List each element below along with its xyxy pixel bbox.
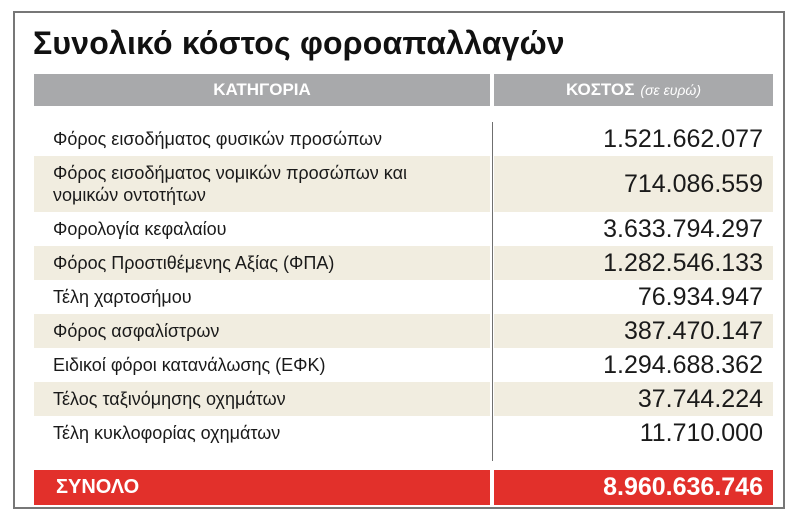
row-cost: 387.470.147 <box>494 314 773 348</box>
total-row: ΣΥΝΟΛΟ 8.960.636.746 <box>34 470 773 505</box>
table-row: Φόρος ασφαλίστρων 387.470.147 <box>34 314 773 348</box>
row-category: Φόρος Προστιθέμενης Αξίας (ΦΠΑ) <box>34 246 490 280</box>
row-cost: 3.633.794.297 <box>603 214 763 243</box>
total-cost: 8.960.636.746 <box>494 470 773 505</box>
row-category: Φορολογία κεφαλαίου <box>53 219 227 239</box>
row-cost: 1.282.546.133 <box>494 246 773 280</box>
table-row: Φορολογία κεφαλαίου 3.633.794.297 <box>34 212 773 246</box>
total-label: ΣΥΝΟΛΟ <box>34 470 490 505</box>
table-frame: Συνολικό κόστος φοροαπαλλαγών ΚΑΤΗΓΟΡΙΑ … <box>13 11 785 509</box>
row-cost: 1.521.662.077 <box>603 124 763 153</box>
row-cost: 11.710.000 <box>639 418 763 447</box>
row-category: Τέλη κυκλοφορίας οχημάτων <box>53 423 281 443</box>
table-row: Τέλη κυκλοφορίας οχημάτων 11.710.000 <box>34 416 773 450</box>
row-cost: 1.294.688.362 <box>603 350 763 379</box>
table-row: Φόρος εισοδήματος νομικών προσώπων και ν… <box>34 156 773 212</box>
table-row: Τέλη χαρτοσήμου 76.934.947 <box>34 280 773 314</box>
row-category: Φόρος εισοδήματος νομικών προσώπων και ν… <box>34 156 490 212</box>
row-category: Ειδικοί φόροι κατανάλωσης (ΕΦΚ) <box>53 355 326 375</box>
table-body: Φόρος εισοδήματος φυσικών προσώπων 1.521… <box>34 122 773 450</box>
table-row: Τέλος ταξινόμησης οχημάτων 37.744.224 <box>34 382 773 416</box>
row-category: Φόρος εισοδήματος φυσικών προσώπων <box>53 129 383 149</box>
table-row: Φόρος Προστιθέμενης Αξίας (ΦΠΑ) 1.282.54… <box>34 246 773 280</box>
column-header-category-label: ΚΑΤΗΓΟΡΙΑ <box>213 80 311 99</box>
row-cost: 714.086.559 <box>494 156 773 212</box>
column-header-cost: ΚΟΣΤΟΣ (σε ευρώ) <box>494 74 773 106</box>
row-category-text: Φόρος εισοδήματος νομικών προσώπων και ν… <box>53 163 407 205</box>
column-header-category: ΚΑΤΗΓΟΡΙΑ <box>34 74 490 106</box>
row-cost: 37.744.224 <box>494 382 773 416</box>
row-category: Τέλος ταξινόμησης οχημάτων <box>34 382 490 416</box>
column-header-cost-label: ΚΟΣΤΟΣ <box>565 80 635 99</box>
row-cost: 76.934.947 <box>637 282 763 311</box>
page-title: Συνολικό κόστος φοροαπαλλαγών <box>33 25 565 61</box>
column-divider <box>492 122 493 461</box>
column-header-cost-unit: (σε ευρώ) <box>640 82 702 98</box>
row-category: Φόρος ασφαλίστρων <box>34 314 490 348</box>
table-row: Ειδικοί φόροι κατανάλωσης (ΕΦΚ) 1.294.68… <box>34 348 773 382</box>
table-row: Φόρος εισοδήματος φυσικών προσώπων 1.521… <box>34 122 773 156</box>
row-category: Τέλη χαρτοσήμου <box>53 287 192 307</box>
